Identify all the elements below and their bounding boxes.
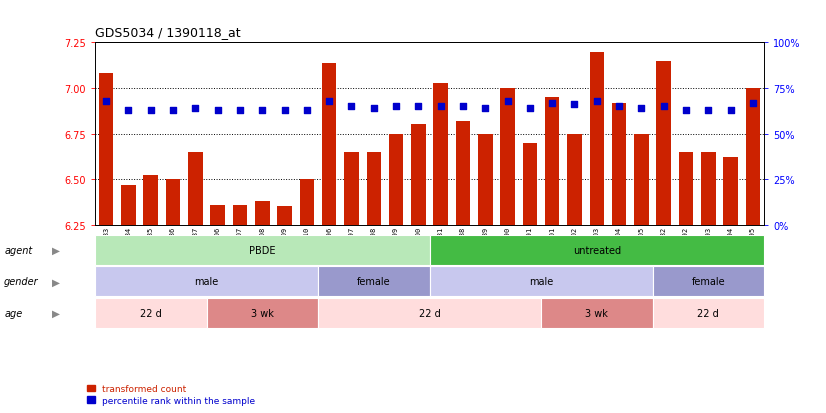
Text: female: female bbox=[357, 277, 391, 287]
Point bbox=[613, 104, 626, 110]
Point bbox=[591, 98, 604, 105]
Point bbox=[167, 107, 180, 114]
Point bbox=[211, 107, 225, 114]
Point bbox=[546, 100, 559, 107]
Point bbox=[457, 104, 470, 110]
Bar bbox=[456, 121, 470, 225]
Point bbox=[479, 105, 492, 112]
Point bbox=[256, 107, 269, 114]
Point bbox=[724, 107, 738, 114]
Text: 22 d: 22 d bbox=[140, 308, 162, 318]
Point bbox=[635, 105, 648, 112]
Text: GDS5034 / 1390118_at: GDS5034 / 1390118_at bbox=[95, 26, 240, 39]
Bar bbox=[701, 152, 715, 225]
Bar bbox=[746, 89, 760, 225]
Bar bbox=[166, 180, 180, 225]
Point bbox=[680, 107, 693, 114]
Text: ▶: ▶ bbox=[52, 277, 60, 287]
Bar bbox=[322, 63, 336, 225]
Bar bbox=[679, 152, 693, 225]
Text: 22 d: 22 d bbox=[419, 308, 440, 318]
Bar bbox=[634, 134, 648, 225]
Text: age: age bbox=[4, 308, 22, 318]
Bar bbox=[724, 158, 738, 225]
Legend: transformed count, percentile rank within the sample: transformed count, percentile rank withi… bbox=[83, 381, 259, 408]
Bar bbox=[501, 89, 515, 225]
Bar bbox=[523, 143, 537, 225]
Text: 3 wk: 3 wk bbox=[586, 308, 608, 318]
Point bbox=[189, 105, 202, 112]
Bar bbox=[411, 125, 425, 225]
Bar bbox=[188, 152, 202, 225]
Point bbox=[145, 107, 158, 114]
Point bbox=[390, 104, 403, 110]
Point bbox=[657, 104, 671, 110]
Point bbox=[501, 98, 515, 105]
Point bbox=[323, 98, 336, 105]
Text: gender: gender bbox=[4, 277, 39, 287]
Bar bbox=[567, 134, 582, 225]
Bar bbox=[233, 205, 247, 225]
Text: 22 d: 22 d bbox=[697, 308, 719, 318]
Bar bbox=[144, 176, 158, 225]
Text: male: male bbox=[194, 277, 219, 287]
Bar bbox=[545, 98, 559, 225]
Point bbox=[434, 104, 448, 110]
Point bbox=[100, 98, 113, 105]
Point bbox=[234, 107, 247, 114]
Text: 3 wk: 3 wk bbox=[251, 308, 273, 318]
Text: agent: agent bbox=[4, 245, 32, 255]
Point bbox=[368, 105, 381, 112]
Bar bbox=[657, 62, 671, 225]
Bar bbox=[367, 152, 381, 225]
Point bbox=[122, 107, 135, 114]
Text: untreated: untreated bbox=[572, 245, 621, 255]
Bar bbox=[99, 74, 113, 225]
Bar bbox=[612, 103, 626, 225]
Bar bbox=[300, 180, 314, 225]
Bar bbox=[344, 152, 358, 225]
Bar bbox=[478, 134, 492, 225]
Point bbox=[702, 107, 715, 114]
Point bbox=[278, 107, 292, 114]
Bar bbox=[389, 134, 403, 225]
Bar bbox=[590, 52, 604, 225]
Text: male: male bbox=[529, 277, 553, 287]
Bar bbox=[121, 185, 135, 225]
Point bbox=[568, 102, 582, 109]
Bar bbox=[255, 202, 269, 225]
Point bbox=[345, 104, 358, 110]
Text: PBDE: PBDE bbox=[249, 245, 276, 255]
Text: ▶: ▶ bbox=[52, 308, 60, 318]
Point bbox=[524, 105, 537, 112]
Bar bbox=[434, 83, 448, 225]
Bar bbox=[211, 205, 225, 225]
Point bbox=[412, 104, 425, 110]
Point bbox=[747, 100, 760, 107]
Point bbox=[301, 107, 314, 114]
Text: ▶: ▶ bbox=[52, 245, 60, 255]
Text: female: female bbox=[691, 277, 725, 287]
Bar bbox=[278, 207, 292, 225]
